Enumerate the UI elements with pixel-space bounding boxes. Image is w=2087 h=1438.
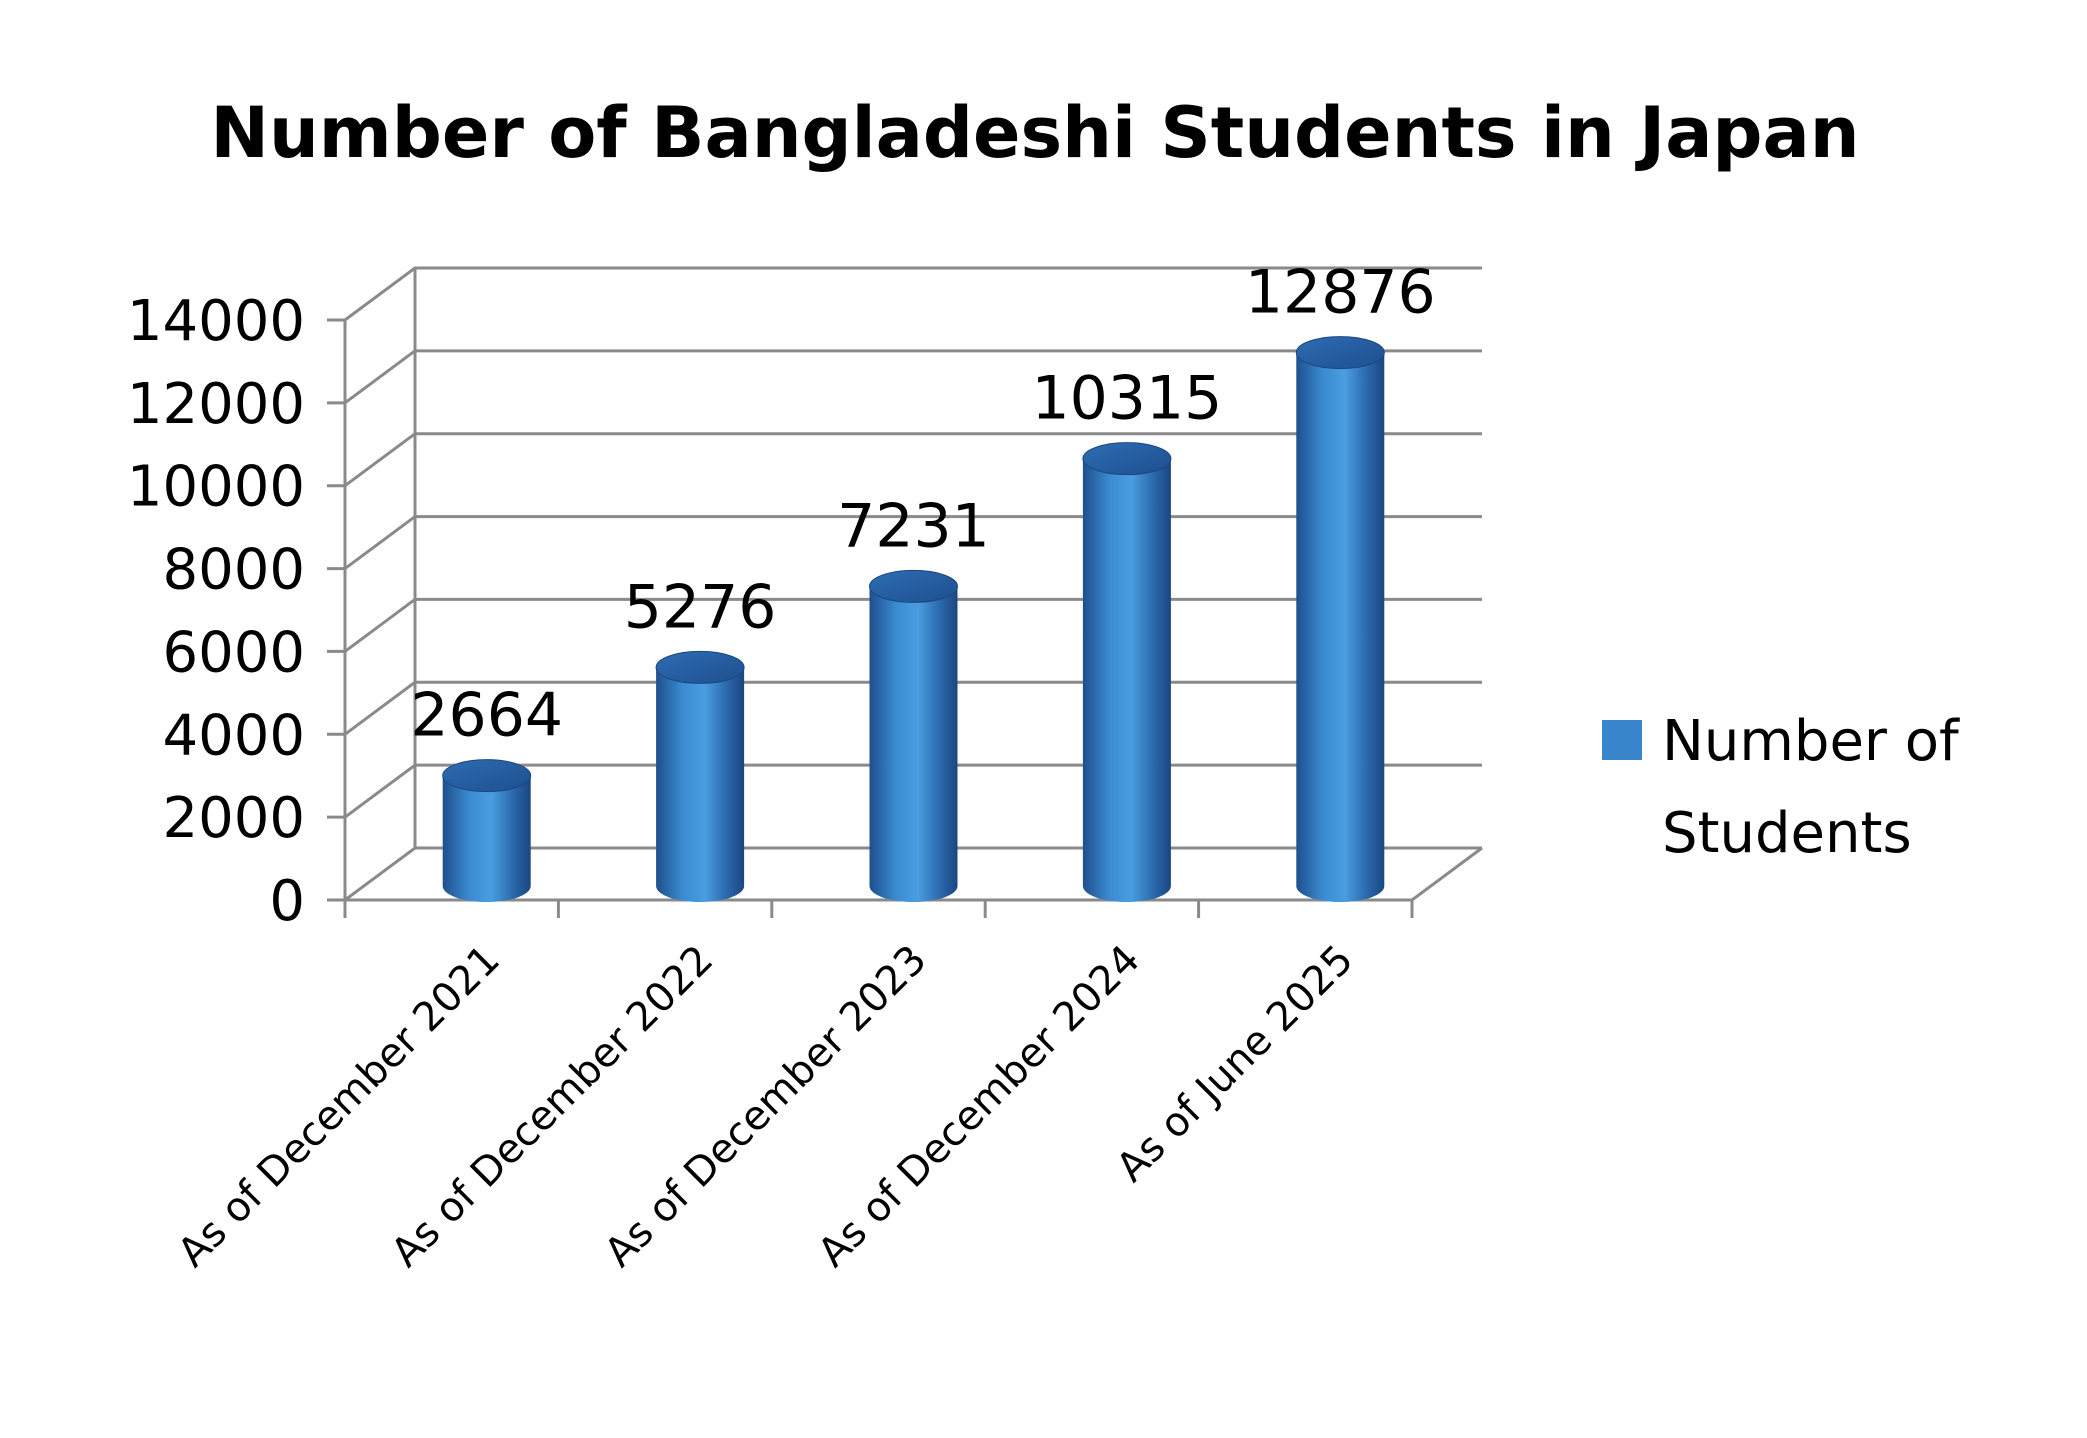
data-label: 5276 — [624, 572, 777, 642]
bar-body — [1082, 458, 1171, 902]
legend-label-line2: Students — [1662, 801, 1912, 866]
y-tick-label: 4000 — [162, 703, 305, 768]
legend: Number of Students — [1602, 709, 1960, 866]
bar-top — [442, 759, 532, 793]
bar-body — [1296, 352, 1385, 903]
floor-right-edge — [1411, 846, 1483, 902]
y-axis-tick-labels: 0 2000 4000 6000 8000 10000 12000 14000 — [127, 289, 305, 934]
y-tick-label: 6000 — [162, 620, 305, 685]
bar-top — [869, 569, 958, 603]
y-tick-label: 14000 — [127, 289, 305, 354]
y-tick-label: 0 — [269, 869, 305, 934]
y-tick-label: 10000 — [127, 455, 305, 520]
data-label: 10315 — [1031, 364, 1222, 434]
legend-swatch — [1602, 720, 1642, 760]
bar — [1082, 442, 1172, 902]
y-tick-label: 2000 — [162, 786, 305, 851]
data-labels: 2664 5276 7231 10315 12876 — [410, 258, 1435, 751]
x-tick-label: As of June 2025 — [1108, 937, 1362, 1191]
bars — [442, 336, 1385, 903]
y-tick-label: 8000 — [162, 538, 305, 603]
data-label: 2664 — [410, 681, 563, 751]
chart-title: Number of Bangladeshi Students in Japan — [210, 92, 1859, 174]
bar-top — [1082, 442, 1172, 476]
data-label: 7231 — [837, 491, 990, 561]
bar-top — [655, 650, 745, 684]
legend-label-line1: Number of — [1662, 709, 1960, 774]
y-tick-label: 12000 — [127, 372, 305, 437]
bar-body — [442, 775, 531, 902]
bar — [442, 759, 532, 902]
gridlines — [327, 266, 1483, 918]
bar-body — [869, 586, 958, 902]
data-label: 12876 — [1245, 258, 1436, 328]
bar — [869, 569, 958, 902]
bar — [1295, 336, 1385, 903]
bar-body — [656, 667, 745, 902]
bar — [655, 650, 745, 902]
bar-top — [1295, 336, 1385, 370]
